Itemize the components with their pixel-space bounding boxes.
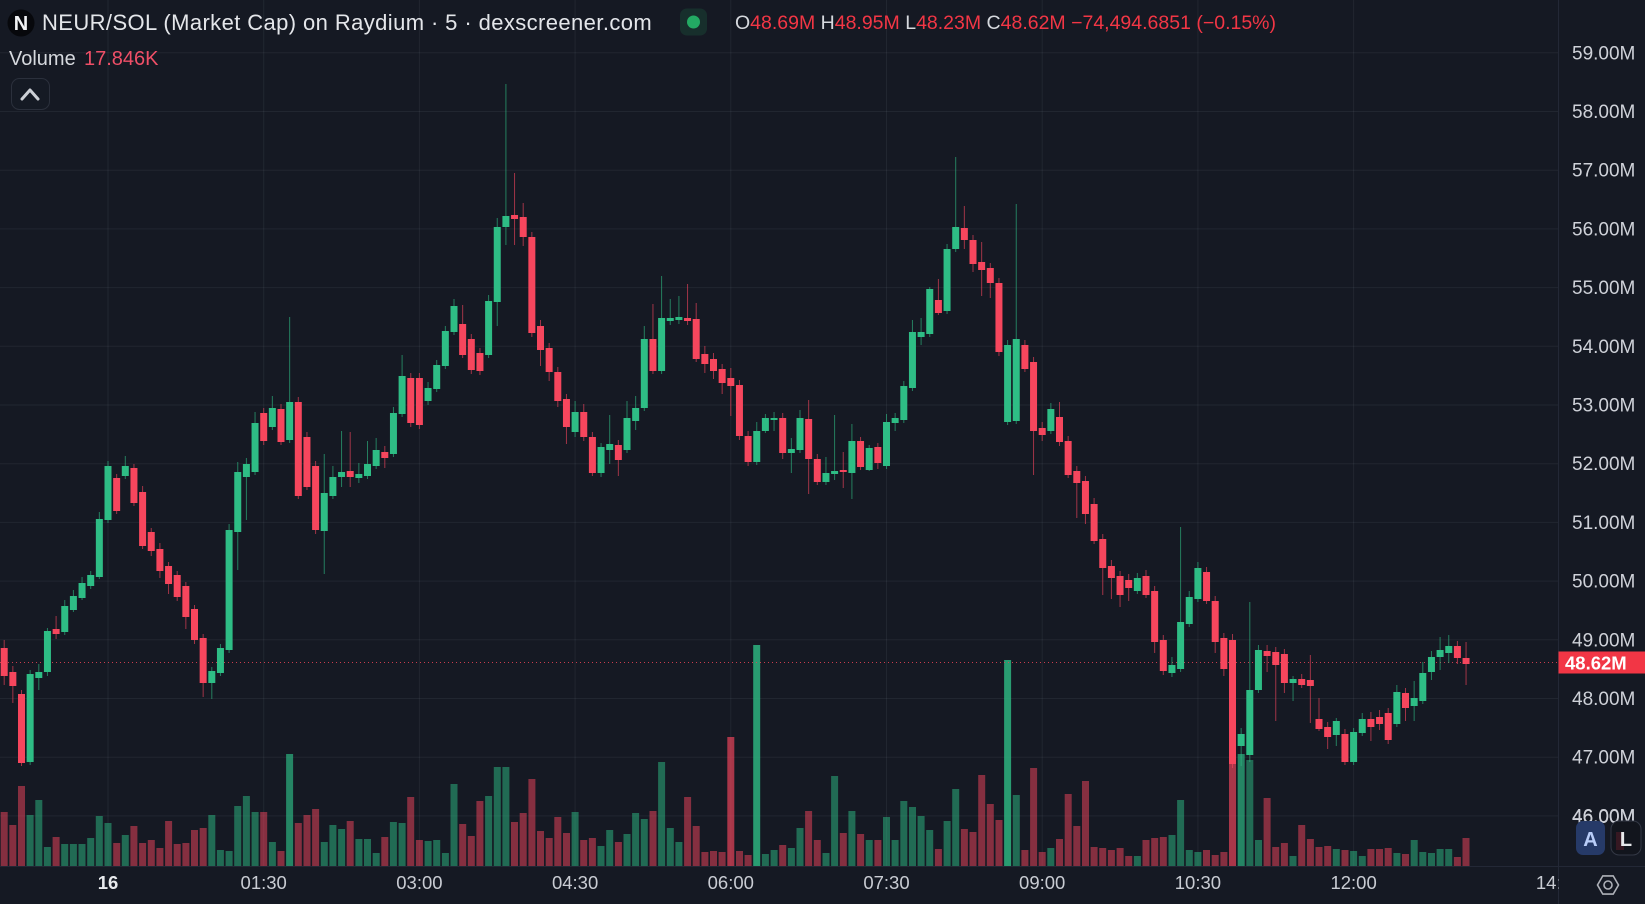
svg-text:53.00M: 53.00M <box>1572 396 1635 417</box>
svg-text:48.62M: 48.62M <box>1565 653 1627 674</box>
svg-text:01:30: 01:30 <box>241 872 287 893</box>
svg-text:16: 16 <box>98 872 119 893</box>
svg-text:03:00: 03:00 <box>396 872 442 893</box>
svg-text:51.00M: 51.00M <box>1572 513 1635 534</box>
svg-text:49.00M: 49.00M <box>1572 630 1635 651</box>
svg-text:48.00M: 48.00M <box>1572 689 1635 710</box>
svg-text:17.846K: 17.846K <box>84 48 159 70</box>
svg-text:06:00: 06:00 <box>708 872 754 893</box>
svg-text:55.00M: 55.00M <box>1572 278 1635 299</box>
svg-text:07:30: 07:30 <box>863 872 909 893</box>
svg-text:54.00M: 54.00M <box>1572 337 1635 358</box>
svg-text:N: N <box>14 13 28 35</box>
svg-text:50.00M: 50.00M <box>1572 572 1635 593</box>
svg-text:56.00M: 56.00M <box>1572 219 1635 240</box>
svg-text:58.00M: 58.00M <box>1572 102 1635 123</box>
svg-text:47.00M: 47.00M <box>1572 748 1635 769</box>
svg-text:L: L <box>1620 829 1632 851</box>
svg-text:Volume: Volume <box>9 48 76 70</box>
svg-text:52.00M: 52.00M <box>1572 454 1635 475</box>
svg-text:NEUR/SOL (Market Cap) on Raydi: NEUR/SOL (Market Cap) on Raydium · 5 · d… <box>42 10 652 35</box>
svg-text:04:30: 04:30 <box>552 872 598 893</box>
svg-text:09:00: 09:00 <box>1019 872 1065 893</box>
svg-text:59.00M: 59.00M <box>1572 43 1635 64</box>
svg-text:O48.69M H48.95M L48.23M C48.62: O48.69M H48.95M L48.23M C48.62M −74,494.… <box>735 12 1276 34</box>
svg-text:57.00M: 57.00M <box>1572 161 1635 182</box>
svg-text:10:30: 10:30 <box>1175 872 1221 893</box>
svg-text:14:00: 14:00 <box>1536 872 1582 893</box>
svg-text:12:00: 12:00 <box>1330 872 1376 893</box>
svg-text:A: A <box>1583 829 1597 851</box>
